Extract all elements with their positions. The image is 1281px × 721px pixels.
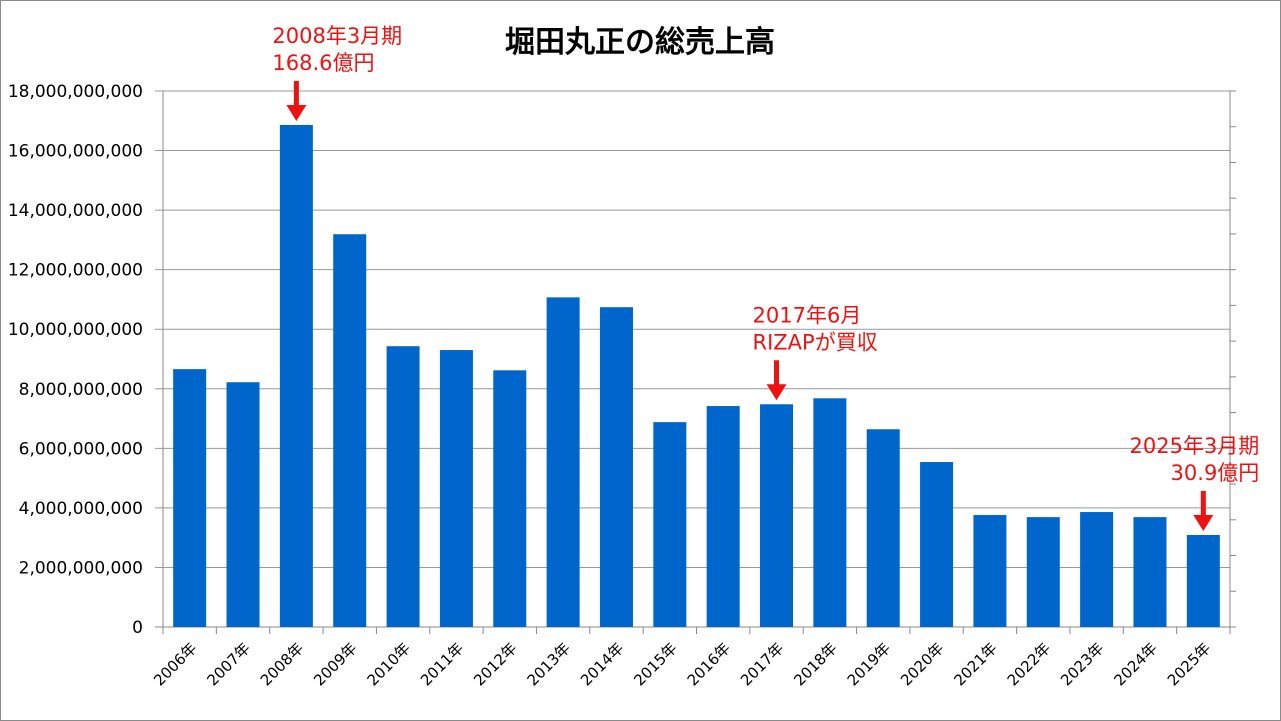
bar-2012年 xyxy=(493,370,527,627)
bar-2019年 xyxy=(866,429,900,627)
bar-2024年 xyxy=(1133,517,1167,627)
x-tick-label: 2024年 xyxy=(1110,639,1160,689)
y-tick-label: 2,000,000,000 xyxy=(19,558,143,578)
x-tick-label: 2011年 xyxy=(417,639,467,689)
x-tick-label: 2008年 xyxy=(257,639,307,689)
y-tick-label: 4,000,000,000 xyxy=(19,499,143,519)
bar-2022年 xyxy=(1026,517,1060,627)
bar-2015年 xyxy=(653,422,687,627)
y-tick-label: 18,000,000,000 xyxy=(8,82,143,102)
bar-2006年 xyxy=(173,369,207,627)
bar-2011年 xyxy=(439,350,473,627)
bar-2007年 xyxy=(226,382,260,627)
bar-2010年 xyxy=(386,346,420,627)
x-tick-label: 2014年 xyxy=(577,639,627,689)
y-tick-label: 0 xyxy=(132,618,143,638)
bar-2008年 xyxy=(279,124,313,628)
arrow-down-icon xyxy=(286,104,307,121)
bar-2023年 xyxy=(1080,512,1114,627)
y-tick-label: 8,000,000,000 xyxy=(19,380,143,400)
x-tick-label: 2019年 xyxy=(844,639,894,689)
x-tick-label: 2016年 xyxy=(684,639,734,689)
bar-2016年 xyxy=(706,406,740,627)
bar-2014年 xyxy=(599,307,633,627)
x-tick-label: 2022年 xyxy=(1004,639,1054,689)
bar-2025年 xyxy=(1186,534,1220,627)
bar-2021年 xyxy=(973,515,1007,627)
annotation-text: 2025年3月期 xyxy=(1130,434,1260,458)
x-tick-label: 2015年 xyxy=(630,639,680,689)
x-tick-label: 2018年 xyxy=(790,639,840,689)
bar-2018年 xyxy=(813,398,847,627)
y-tick-label: 6,000,000,000 xyxy=(19,439,143,459)
chart-title: 堀田丸正の総売上高 xyxy=(505,25,775,60)
bar-2020年 xyxy=(920,462,954,627)
arrow-down-icon xyxy=(766,384,787,401)
x-tick-label: 2013年 xyxy=(524,639,574,689)
y-tick-label: 14,000,000,000 xyxy=(8,201,143,221)
y-tick-label: 10,000,000,000 xyxy=(8,320,143,340)
y-tick-label: 12,000,000,000 xyxy=(8,261,143,281)
x-tick-label: 2010年 xyxy=(364,639,414,689)
annotation-text: 2008年3月期 xyxy=(272,24,402,48)
y-tick-label: 16,000,000,000 xyxy=(8,142,143,162)
bar-2009年 xyxy=(333,234,367,627)
x-tick-label: 2009年 xyxy=(310,639,360,689)
x-tick-label: 2007年 xyxy=(204,639,254,689)
x-tick-label: 2023年 xyxy=(1057,639,1107,689)
arrow-down-icon xyxy=(1193,514,1214,531)
x-tick-label: 2021年 xyxy=(950,639,1000,689)
bar-2013年 xyxy=(546,297,580,627)
x-tick-label: 2017年 xyxy=(737,639,787,689)
annotation-text: RIZAPが買収 xyxy=(753,330,878,354)
annotation-text: 30.9億円 xyxy=(1171,461,1260,485)
x-tick-label: 2020年 xyxy=(897,639,947,689)
bar-2017年 xyxy=(760,404,794,627)
annotation-text: 2017年6月 xyxy=(753,303,862,327)
x-tick-label: 2025年 xyxy=(1164,639,1214,689)
x-tick-label: 2006年 xyxy=(150,639,200,689)
annotation-text: 168.6億円 xyxy=(272,51,374,75)
x-tick-label: 2012年 xyxy=(470,639,520,689)
